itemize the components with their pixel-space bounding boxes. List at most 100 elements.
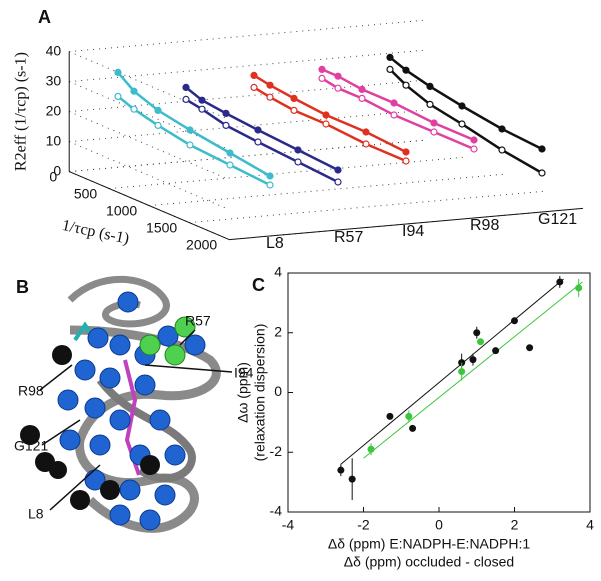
grid-line (69, 111, 230, 181)
data-point (186, 141, 194, 149)
data-point (470, 136, 478, 144)
data-point (511, 317, 518, 325)
data-point (402, 157, 410, 165)
x-axis-label: Δδ (ppm) E:NADPH-E:NADPH:1 (328, 536, 531, 552)
data-point (222, 109, 230, 118)
data-point (402, 66, 410, 74)
data-point (290, 94, 298, 103)
data-point (334, 178, 342, 186)
pointer (144, 364, 233, 373)
pointer (41, 419, 81, 446)
fit-curve (117, 95, 271, 187)
x-tick-label: -4 (282, 517, 295, 533)
data-point (526, 344, 534, 352)
y-tick-label: 2 (274, 323, 282, 339)
grid-line (69, 19, 423, 53)
residue-label: R57 (185, 313, 211, 329)
data-point (556, 278, 564, 286)
data-point (226, 149, 234, 157)
grid-line (149, 173, 503, 207)
data-point (367, 445, 375, 453)
data-point (250, 71, 258, 80)
data-point (186, 126, 194, 134)
fit-curve (117, 71, 271, 178)
data-point (538, 145, 546, 153)
protein-structure: R57 R98 I94 G121 L8 (14, 275, 254, 533)
x-axis-label: 1/τcp (s-1) (60, 217, 130, 248)
data-point (477, 338, 485, 346)
y-tick-label: 20 (46, 102, 62, 118)
data-point (266, 172, 274, 180)
pointer (49, 464, 101, 511)
data-point (130, 105, 138, 113)
data-point (458, 102, 466, 110)
x-tick-label: 2 (511, 517, 519, 533)
data-point (226, 161, 234, 169)
x-tick-label: 500 (74, 185, 98, 201)
data-point (334, 72, 342, 80)
data-point (469, 356, 477, 364)
data-point (290, 106, 298, 115)
data-point (390, 99, 398, 107)
data-point (254, 126, 262, 134)
grid-line (109, 156, 463, 190)
data-point (405, 412, 413, 420)
grid-line (69, 79, 423, 113)
x-axis-label: Δδ (ppm) occluded - closed (344, 554, 514, 570)
ribbon (67, 275, 170, 328)
residue-label: I94 (234, 365, 254, 381)
data-point (334, 166, 342, 174)
group-label: G121 (538, 211, 577, 228)
data-point (538, 169, 546, 177)
data-point (386, 53, 394, 62)
residue-label: L8 (28, 506, 44, 522)
pointer (39, 364, 73, 391)
x-tick-label: 2000 (186, 236, 217, 252)
ribbon (96, 377, 196, 483)
axis-line (229, 207, 583, 241)
data-point (154, 121, 162, 130)
data-point (386, 65, 394, 74)
data-point (409, 424, 417, 432)
y-tick-label: 10 (46, 132, 62, 148)
data-point (250, 83, 258, 92)
data-point (254, 138, 262, 146)
fit-curve (185, 86, 339, 172)
panel-letter: A (38, 7, 51, 27)
data-point (402, 148, 410, 156)
fit-curve (321, 68, 475, 142)
data-point (182, 83, 190, 92)
data-point (426, 82, 434, 91)
group-label: R98 (470, 217, 499, 234)
data-point (430, 128, 438, 136)
x-tick-label: 1500 (146, 219, 177, 235)
y-tick-label: 4 (274, 264, 282, 280)
x-tick-label: -2 (357, 517, 370, 533)
fit-line (340, 278, 564, 465)
axis-line (69, 171, 230, 241)
residue-label: R98 (18, 383, 44, 399)
data-point (318, 65, 326, 74)
data-point (492, 347, 500, 355)
data-point (222, 121, 230, 130)
data-point (362, 128, 370, 136)
data-point (390, 111, 398, 119)
y-tick-label: -4 (270, 503, 283, 519)
panel-letter: C (252, 275, 265, 295)
data-point (358, 94, 366, 103)
data-point (294, 158, 302, 166)
x-tick-label: 1000 (106, 202, 137, 218)
data-point (402, 81, 410, 89)
y-axis-label: Δω (ppm) (235, 362, 251, 423)
sphere-group (139, 316, 196, 366)
data-point (473, 329, 481, 337)
y-tick-label: 0 (274, 383, 282, 399)
data-point (498, 146, 506, 154)
y-axis-label: (relaxation dispersion) (252, 324, 268, 462)
data-point (322, 111, 330, 119)
residue-label: G121 (14, 438, 48, 454)
data-point (348, 475, 356, 483)
data-point (337, 466, 345, 474)
data-point (114, 92, 122, 101)
group-label: I94 (402, 223, 424, 240)
